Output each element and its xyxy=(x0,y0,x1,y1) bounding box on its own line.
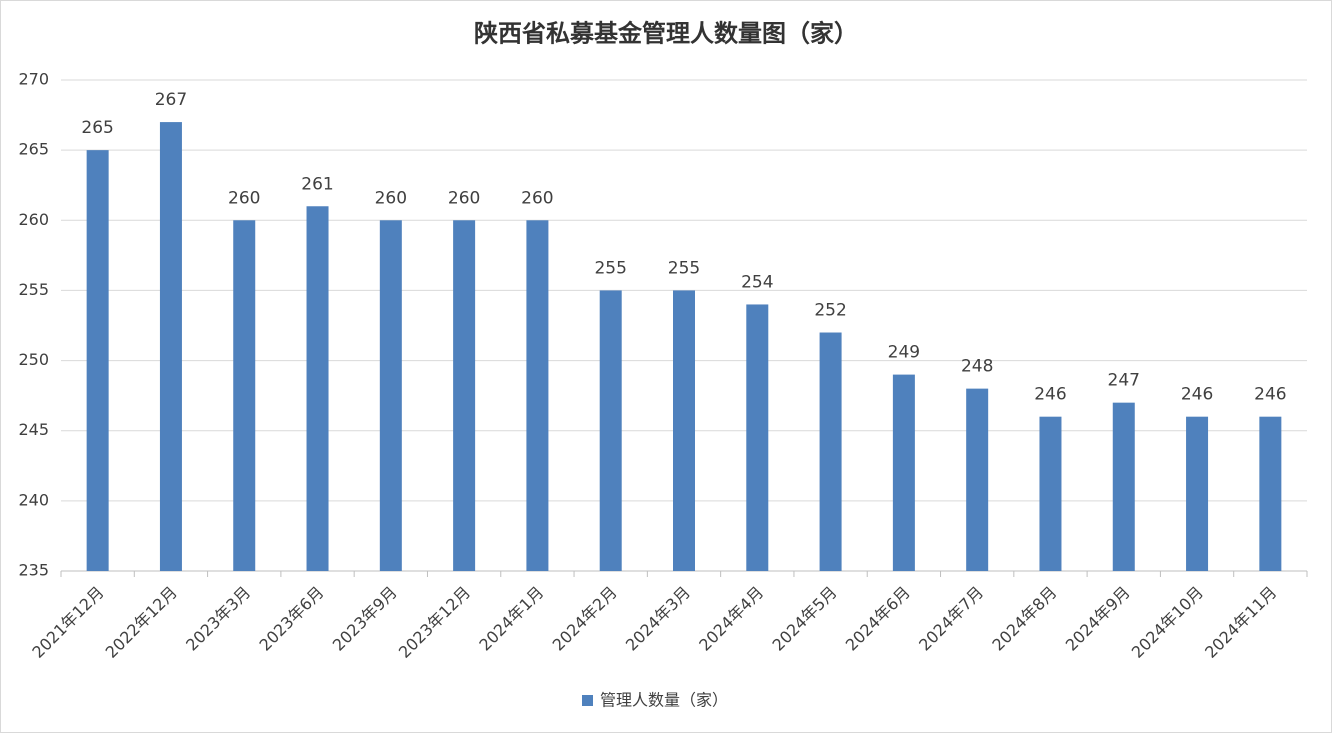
data-label: 249 xyxy=(888,343,920,363)
y-tick-label: 245 xyxy=(18,420,49,439)
bar xyxy=(1112,402,1135,571)
data-label: 246 xyxy=(1034,385,1066,405)
data-label: 254 xyxy=(741,272,773,292)
data-label: 260 xyxy=(375,188,407,208)
bar xyxy=(1186,416,1209,571)
bar xyxy=(599,290,622,571)
bar xyxy=(86,150,109,571)
bar xyxy=(233,220,256,572)
data-label: 255 xyxy=(594,258,626,278)
data-label: 248 xyxy=(961,357,993,377)
data-label: 246 xyxy=(1181,385,1213,405)
data-label: 255 xyxy=(668,258,700,278)
bar xyxy=(526,220,549,572)
bar xyxy=(1039,416,1062,571)
bar xyxy=(306,206,329,571)
y-tick-label: 240 xyxy=(18,490,49,509)
bar xyxy=(819,332,842,571)
bar xyxy=(892,374,915,571)
y-tick-label: 270 xyxy=(18,70,49,89)
bar xyxy=(966,388,989,571)
bar xyxy=(1259,416,1282,571)
y-tick-label: 250 xyxy=(18,350,49,369)
y-tick-label: 235 xyxy=(18,561,49,580)
chart-title: 陕西省私募基金管理人数量图（家） xyxy=(474,19,858,48)
y-tick-label: 255 xyxy=(18,280,49,299)
y-tick-label: 260 xyxy=(18,210,49,229)
data-label: 246 xyxy=(1254,385,1286,405)
data-label: 247 xyxy=(1108,371,1140,391)
legend-swatch xyxy=(582,695,593,706)
legend-label: 管理人数量（家） xyxy=(600,691,728,710)
data-label: 260 xyxy=(521,188,553,208)
data-label: 267 xyxy=(155,90,187,110)
bar xyxy=(746,304,769,571)
data-label: 261 xyxy=(301,174,333,194)
bar xyxy=(379,220,402,572)
bar xyxy=(159,122,182,571)
data-label: 260 xyxy=(448,188,480,208)
bar xyxy=(453,220,476,572)
data-label: 265 xyxy=(81,118,113,138)
bar xyxy=(673,290,695,571)
y-tick-label: 265 xyxy=(18,140,49,159)
data-label: 252 xyxy=(814,301,846,321)
data-label: 260 xyxy=(228,188,260,208)
